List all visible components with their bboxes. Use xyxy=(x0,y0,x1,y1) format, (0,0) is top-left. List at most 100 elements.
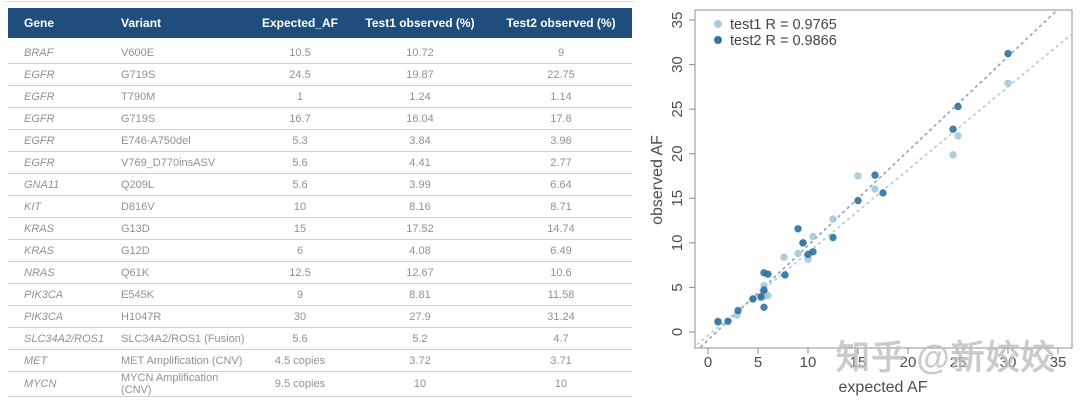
variant-cell: Q61K xyxy=(105,261,250,284)
value-cell: 5.2 xyxy=(350,327,490,350)
gene-cell: MYCN xyxy=(8,371,105,397)
variant-table-body: BRAF V600E 10.5 10.72 9 EGFR G719S 24.5 19.87 22.… xyxy=(8,40,632,397)
variant-cell: SLC34A2/ROS1 (Fusion) xyxy=(105,327,250,350)
variant-cell: MET Amplification (CNV) xyxy=(105,349,250,372)
column-header: Test1 observed (%) xyxy=(350,8,490,42)
gene-cell: BRAF xyxy=(8,40,105,64)
test1-point xyxy=(809,232,817,241)
table-top-divider xyxy=(5,1,634,2)
variant-cell: E545K xyxy=(105,283,250,306)
value-cell: 11.58 xyxy=(490,283,632,306)
variant-cell: D816V xyxy=(105,195,250,218)
value-cell: 1 xyxy=(250,85,350,108)
x-tick-label: 20 xyxy=(900,354,917,371)
table-row: MET MET Amplification (CNV) 4.5 copies 3.72… xyxy=(8,349,632,372)
test2-point xyxy=(724,317,732,326)
variant-cell: T790M xyxy=(105,85,250,108)
value-cell: 3.72 xyxy=(350,349,490,372)
value-cell: 19.87 xyxy=(350,63,490,86)
gene-cell: EGFR xyxy=(8,151,105,174)
value-cell: 8.16 xyxy=(350,195,490,218)
scatter-plot: 0 5 10 15 20 25 30 35 0 5 10 15 20 25 30 35 expected AF o… xyxy=(649,9,1073,396)
value-cell: 10 xyxy=(250,195,350,218)
variant-cell: Q209L xyxy=(105,173,250,196)
x-tick-label: 0 xyxy=(704,354,712,371)
value-cell: 6 xyxy=(250,239,350,262)
value-cell: 10 xyxy=(350,371,490,397)
table-row: MYCN MYCN Amplification (CNV) 9.5 copies 10… xyxy=(8,371,632,397)
value-cell: 10.6 xyxy=(490,261,632,284)
y-tick-label: 15 xyxy=(669,190,686,207)
test2-point xyxy=(829,233,837,242)
x-tick-label: 30 xyxy=(1000,354,1017,371)
y-tick-label: 5 xyxy=(669,283,686,291)
test2-point xyxy=(749,295,757,303)
value-cell: 15 xyxy=(250,217,350,240)
test2-point xyxy=(734,306,742,315)
variant-cell: G13D xyxy=(105,217,250,240)
test1-point xyxy=(794,249,802,258)
y-tick-label: 20 xyxy=(669,145,686,162)
value-cell: 3.71 xyxy=(490,349,632,372)
table-row: KRAS G12D 6 4.08 6.49 xyxy=(8,239,632,262)
value-cell: 5.6 xyxy=(250,151,350,174)
value-cell: 5.6 xyxy=(250,327,350,350)
value-cell: 1.24 xyxy=(350,85,490,108)
variant-cell: G12D xyxy=(105,239,250,262)
header-row: Gene Variant Expected_AF Test1 observed (%)… xyxy=(8,8,632,42)
table-row: EGFR T790M 1 1.24 1.14 xyxy=(8,85,632,108)
test2-point xyxy=(794,225,802,233)
value-cell: 9 xyxy=(490,40,632,64)
gene-cell: PIK3CA xyxy=(8,283,105,306)
value-cell: 10 xyxy=(490,371,632,397)
table-row: PIK3CA H1047R 30 27.9 31.24 xyxy=(8,305,632,328)
x-tick-label: 5 xyxy=(754,354,762,371)
gene-cell: NRAS xyxy=(8,261,105,284)
test2-point xyxy=(714,318,722,326)
y-tick-label: 0 xyxy=(669,328,686,336)
value-cell: 4.5 copies xyxy=(250,349,350,372)
value-cell: 5.3 xyxy=(250,129,350,152)
table-row: EGFR V769_D770insASV 5.6 4.41 2.77 xyxy=(8,151,632,174)
test1-point xyxy=(949,151,957,159)
test2-point xyxy=(954,102,962,111)
test2-point xyxy=(781,271,789,279)
table-row: BRAF V600E 10.5 10.72 9 xyxy=(8,40,632,64)
value-cell: 17.6 xyxy=(490,107,632,130)
variant-cell: E746-A750del xyxy=(105,129,250,152)
gene-cell: PIK3CA xyxy=(8,305,105,328)
test1-point xyxy=(1004,79,1012,87)
variant-cell: G719S xyxy=(105,107,250,130)
value-cell: 10.5 xyxy=(250,40,350,64)
value-cell: 2.77 xyxy=(490,151,632,174)
x-tick-label: 35 xyxy=(1050,354,1067,371)
test1-point xyxy=(780,253,788,261)
test1-point xyxy=(829,215,837,223)
variant-cell: H1047R xyxy=(105,305,250,328)
gene-cell: KRAS xyxy=(8,217,105,240)
table-row: SLC34A2/ROS1 SLC34A2/ROS1 (Fusion) 5.6 5.2 4… xyxy=(8,327,632,350)
test2-point xyxy=(799,239,807,247)
table-row: PIK3CA E545K 9 8.81 11.58 xyxy=(8,283,632,306)
gene-cell: MET xyxy=(8,349,105,372)
value-cell: 6.64 xyxy=(490,173,632,196)
value-cell: 4.41 xyxy=(350,151,490,174)
test2-point xyxy=(760,286,768,294)
value-cell: 3.96 xyxy=(490,129,632,152)
value-cell: 10.72 xyxy=(350,40,490,64)
x-axis-label: expected AF xyxy=(839,379,928,396)
column-header: Test2 observed (%) xyxy=(490,8,632,42)
value-cell: 14.74 xyxy=(490,217,632,240)
test2-point xyxy=(854,196,862,205)
value-cell: 31.24 xyxy=(490,305,632,328)
gene-cell: GNA11 xyxy=(8,173,105,196)
variant-cell: V769_D770insASV xyxy=(105,151,250,174)
test1-point xyxy=(871,185,879,193)
y-tick-label: 30 xyxy=(669,56,686,73)
gene-cell: KIT xyxy=(8,195,105,218)
table-row: KIT D816V 10 8.16 8.71 xyxy=(8,195,632,218)
table-row: EGFR G719S 16.7 16.04 17.6 xyxy=(8,107,632,130)
test2-point xyxy=(949,125,957,133)
value-cell: 9.5 copies xyxy=(250,371,350,397)
